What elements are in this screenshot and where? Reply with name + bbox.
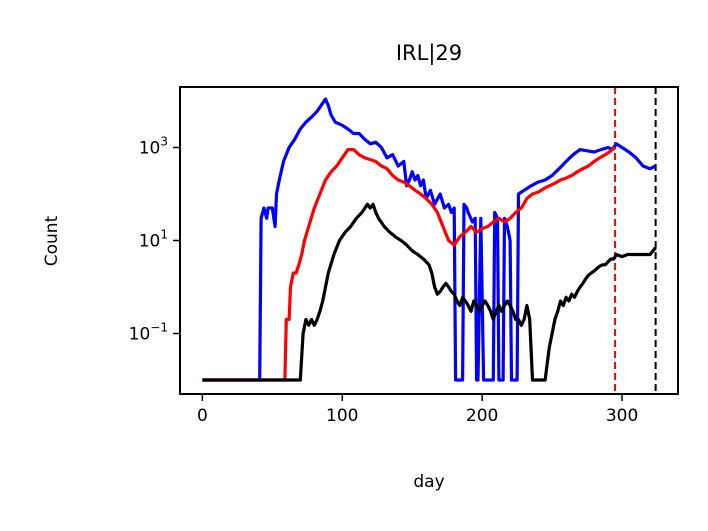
series-lines bbox=[202, 97, 657, 382]
y-tick-label: 10−1 bbox=[129, 321, 168, 345]
y-tick-label: 103 bbox=[139, 134, 168, 158]
x-tick-label: 0 bbox=[197, 406, 208, 426]
y-axis-label: Count bbox=[42, 215, 62, 266]
x-tick-label: 100 bbox=[326, 406, 358, 426]
y-axis-ticks: 103 101 10−1 bbox=[129, 134, 180, 345]
series-line bbox=[202, 146, 617, 382]
x-tick-label: 200 bbox=[466, 406, 498, 426]
x-tick-label: 300 bbox=[606, 406, 638, 426]
reference-lines bbox=[614, 87, 657, 394]
series-line bbox=[202, 202, 657, 382]
y-tick-label: 101 bbox=[139, 228, 168, 252]
chart-title: IRL|29 bbox=[396, 41, 462, 66]
series-line bbox=[202, 97, 657, 382]
x-axis-label: day bbox=[413, 472, 444, 492]
x-axis-ticks: 0 100 200 300 bbox=[197, 394, 638, 426]
plot-frame bbox=[179, 86, 679, 395]
